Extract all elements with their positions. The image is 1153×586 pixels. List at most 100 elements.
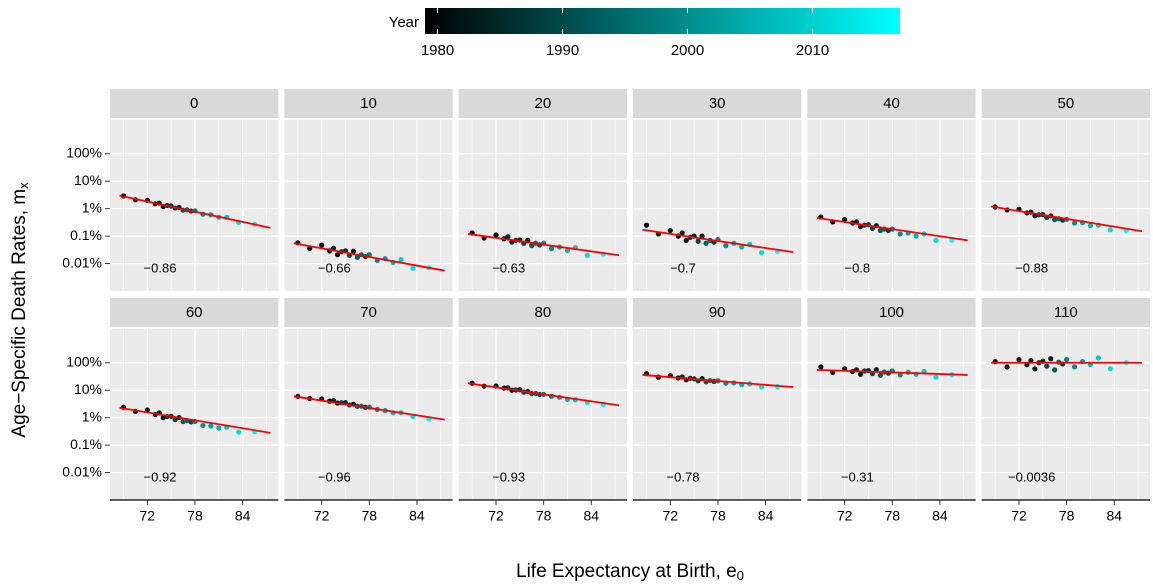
strip (284, 298, 453, 327)
correlation-label: −0.88 (1015, 260, 1048, 275)
point (643, 222, 650, 228)
fit-line (991, 205, 1143, 233)
y-axis-title: Age−Specific Death Rates, mx (9, 182, 31, 438)
correlation-label: −0.66 (318, 260, 351, 275)
point (877, 372, 883, 378)
strip-title: 30 (709, 95, 726, 112)
point (172, 416, 178, 423)
point (180, 418, 186, 425)
point (160, 415, 166, 421)
legend-title: Year (389, 14, 419, 31)
x-tick-label: 84 (583, 508, 599, 524)
point (818, 364, 824, 370)
strip-title: 40 (883, 95, 900, 112)
colorbar-label: 2010 (796, 42, 829, 59)
point (1095, 355, 1101, 361)
correlation-label: −0.63 (492, 260, 525, 275)
point (350, 248, 357, 254)
point (334, 252, 341, 258)
fit-line (293, 242, 445, 272)
x-tick-label: 78 (362, 508, 378, 524)
y-tick-label: 1% (82, 408, 102, 424)
point (398, 256, 404, 263)
panel (807, 329, 976, 500)
point (739, 244, 745, 250)
x-tick-label: 72 (663, 508, 679, 524)
y-tick-label: 10% (74, 172, 102, 188)
x-tick-label: 78 (710, 508, 726, 524)
x-tick-label: 72 (1011, 508, 1027, 524)
x-axis-title-text: Life Expectancy at Birth, e (516, 561, 737, 582)
strip (807, 298, 976, 327)
strip (981, 298, 1150, 327)
x-tick-label: 78 (1059, 508, 1075, 524)
strip-title: 10 (360, 95, 377, 112)
panel (110, 120, 279, 291)
point (877, 227, 883, 234)
point (1052, 216, 1058, 223)
correlation-label: −0.0036 (1008, 469, 1055, 484)
point (1052, 367, 1058, 373)
panel (284, 329, 453, 500)
x-tick-label: 84 (758, 508, 774, 524)
point (1004, 364, 1010, 370)
strip (807, 89, 976, 118)
fit-line (119, 194, 271, 229)
point (410, 265, 416, 271)
y-tick-label: 100% (66, 144, 102, 160)
x-tick-label: 78 (536, 508, 552, 524)
point (667, 227, 673, 234)
point (1032, 366, 1038, 372)
strip-title: 80 (534, 304, 551, 321)
y-tick-label: 10% (74, 381, 102, 397)
fit-line (468, 382, 620, 407)
x-axis-title-sub: 0 (737, 568, 744, 583)
fit-line (293, 395, 445, 421)
point (505, 234, 511, 240)
y-tick-label: 0.1% (70, 436, 102, 452)
x-axis-title: Life Expectancy at Birth, e0 (516, 561, 744, 583)
correlation-label: −0.8 (844, 260, 870, 275)
y-tick-label: 0.1% (70, 227, 102, 243)
point (236, 429, 242, 435)
point (897, 231, 903, 237)
fit-line (816, 217, 968, 242)
strip (284, 89, 453, 118)
fit-line (816, 368, 968, 376)
correlation-label: −0.92 (144, 469, 177, 484)
correlation-label: −0.31 (841, 469, 874, 484)
panel (981, 329, 1150, 500)
fit-line (468, 233, 620, 257)
strip (633, 89, 802, 118)
strip-title: 50 (1057, 95, 1074, 112)
point (584, 252, 590, 258)
strip (633, 298, 802, 327)
strip-title: 60 (186, 304, 203, 321)
colorbar-label: 1990 (546, 42, 579, 59)
x-tick-label: 72 (837, 508, 853, 524)
x-tick-label: 84 (235, 508, 251, 524)
strip (110, 298, 279, 327)
point (759, 250, 765, 256)
colorbar-label: 2000 (671, 42, 704, 59)
panel (981, 120, 1150, 291)
point (933, 374, 939, 380)
strip (458, 298, 627, 327)
panel (633, 120, 802, 291)
correlation-label: −0.93 (492, 469, 525, 484)
correlation-label: −0.78 (667, 469, 700, 484)
y-tick-label: 0.01% (62, 463, 102, 479)
point (493, 232, 499, 238)
point (703, 240, 709, 246)
x-tick-label: 84 (409, 508, 425, 524)
x-tick-label: 72 (314, 508, 330, 524)
strip-title: 0 (190, 95, 198, 112)
panel (458, 329, 627, 500)
colorbar-label: 1980 (421, 42, 454, 59)
strip-title: 110 (1054, 304, 1078, 321)
y-tick-label: 1% (82, 199, 102, 215)
strip-title: 100 (879, 304, 904, 321)
strip-title: 20 (534, 95, 551, 112)
point (842, 216, 848, 223)
panel (633, 329, 802, 500)
